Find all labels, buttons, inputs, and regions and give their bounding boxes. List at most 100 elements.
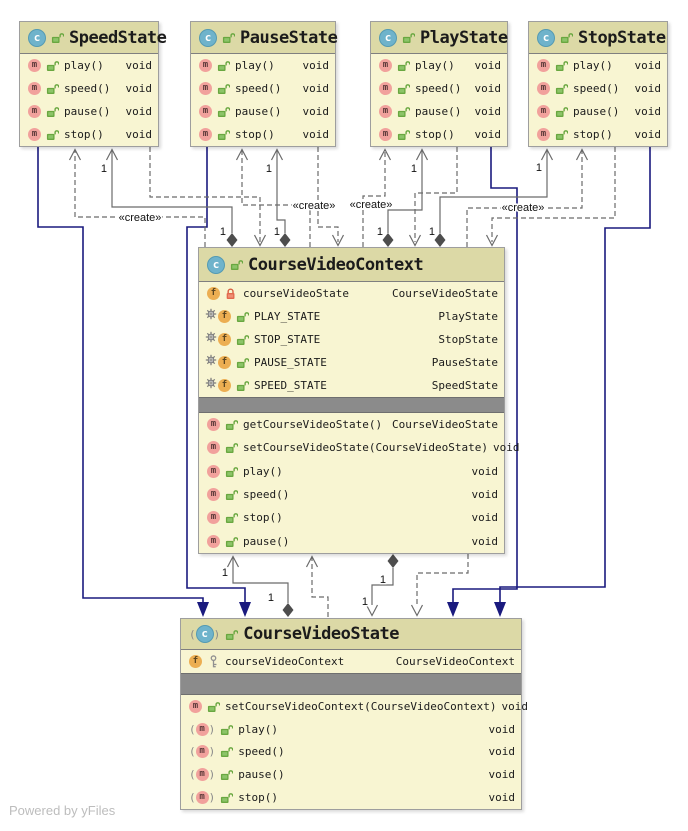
public-lock-icon — [46, 128, 59, 141]
method-icon: m — [28, 59, 41, 72]
field-row[interactable]: f courseVideoState CourseVideoState — [199, 282, 504, 305]
method-row[interactable]: m speed() void — [529, 77, 667, 100]
method-row[interactable]: m speed() void — [191, 77, 335, 100]
class-stopstate[interactable]: c StopState m play() void m speed() void m pa… — [528, 21, 668, 147]
field-row[interactable]: f courseVideoContext CourseVideoContext — [181, 650, 521, 673]
method-icon: m — [207, 441, 220, 455]
member-name: speed() — [238, 745, 285, 759]
edge-dependency-context-state[interactable] — [410, 554, 469, 617]
edge-create-speedstate[interactable] — [68, 148, 206, 248]
edge-dependency-pausestate-context[interactable] — [317, 147, 345, 247]
edge-create-stopstate[interactable] — [466, 148, 589, 248]
field-row[interactable]: f SPEED_STATE SpeedState — [199, 374, 504, 397]
member-name: play() — [415, 59, 455, 72]
method-row[interactable]: m stop() void — [371, 123, 507, 146]
edge-create-playstate[interactable] — [362, 148, 392, 248]
public-lock-icon — [225, 628, 238, 641]
edge-aggregation-context-state[interactable] — [365, 554, 399, 617]
method-row[interactable]: m pause() void — [191, 100, 335, 123]
method-row[interactable]: m speed() void — [371, 77, 507, 100]
member-type: StopState — [438, 333, 498, 346]
member-type: void — [493, 441, 520, 455]
edge-generalization-stopstate[interactable] — [494, 147, 651, 617]
method-row[interactable]: m speed() void — [199, 483, 504, 506]
edge-create-pausestate[interactable] — [235, 148, 311, 248]
class-coursevideocontext-header[interactable]: c CourseVideoContext — [199, 248, 504, 282]
abstract-method-icon: (m) — [189, 768, 216, 782]
edge-dependency-state-context[interactable] — [305, 555, 329, 618]
class-coursevideostate-header[interactable]: (c) CourseVideoState — [181, 619, 521, 650]
method-row[interactable]: m pause() void — [371, 100, 507, 123]
member-name: pause() — [238, 768, 285, 782]
method-row[interactable]: m setCourseVideoState(CourseVideoState) vo… — [199, 436, 520, 459]
class-pausestate[interactable]: c PauseState m play() void m speed() void m p… — [190, 21, 338, 147]
method-row[interactable]: m setCourseVideoContext(CourseVideoContex… — [181, 695, 528, 718]
edge-generalization-pausestate[interactable] — [186, 147, 251, 617]
class-coursevideostate[interactable]: (c) CourseVideoState f courseVideoContext… — [180, 618, 528, 810]
multiplicity-label: 1 — [377, 226, 383, 238]
method-icon: m — [537, 105, 550, 118]
edge-dependency-playstate-context[interactable] — [408, 147, 458, 247]
method-row[interactable]: m getCourseVideoState() CourseVideoState — [199, 413, 504, 436]
edge-generalization-playstate[interactable] — [447, 147, 518, 617]
edge-aggregation-speedstate[interactable] — [105, 148, 238, 248]
edge-generalization-speedstate[interactable] — [37, 147, 209, 617]
method-row[interactable]: (m) pause() void — [181, 763, 521, 786]
method-icon: m — [537, 128, 550, 141]
method-icon: m — [537, 59, 550, 72]
method-row[interactable]: m pause() void — [20, 100, 158, 123]
edge-aggregation-stopstate[interactable] — [434, 148, 554, 248]
class-coursevideocontext[interactable]: c CourseVideoContext f courseVideoState Co… — [198, 247, 520, 554]
class-playstate[interactable]: c PlayState m play() void m speed() void m pa… — [370, 21, 508, 147]
field-row[interactable]: f PLAY_STATE PlayState — [199, 305, 504, 328]
member-type: void — [471, 488, 499, 502]
public-lock-icon — [560, 31, 573, 44]
method-row[interactable]: m pause() void — [199, 530, 504, 553]
edge-aggregation-playstate[interactable] — [382, 148, 429, 248]
class-speedstate-header[interactable]: c SpeedState — [20, 22, 167, 54]
method-row[interactable]: m pause() void — [529, 100, 667, 123]
class-stopstate-header[interactable]: c StopState — [529, 22, 667, 54]
method-row[interactable]: m play() void — [20, 54, 158, 77]
method-row[interactable]: (m) play() void — [181, 718, 521, 741]
method-row[interactable]: m play() void — [199, 460, 504, 483]
public-lock-icon — [236, 356, 249, 369]
method-row[interactable]: m play() void — [529, 54, 667, 77]
edge-dependency-stopstate-context[interactable] — [485, 147, 616, 247]
edge-aggregation-state-context[interactable] — [226, 555, 294, 618]
public-lock-icon — [236, 310, 249, 323]
method-row[interactable]: m play() void — [371, 54, 507, 77]
class-speedstate[interactable]: c SpeedState m play() void m speed() void m p… — [19, 21, 167, 147]
method-row[interactable]: m stop() void — [529, 123, 667, 146]
edge-aggregation-pausestate[interactable] — [270, 148, 291, 248]
method-icon: m — [207, 511, 220, 525]
edge-dependency-speedstate-context[interactable] — [149, 147, 267, 247]
method-row[interactable]: m stop() void — [199, 506, 504, 529]
method-row[interactable]: m speed() void — [20, 77, 158, 100]
section-separator — [199, 397, 504, 413]
method-icon: m — [28, 82, 41, 95]
class-pausestate-header[interactable]: c PauseState — [191, 22, 338, 54]
field-row[interactable]: f STOP_STATE StopState — [199, 328, 504, 351]
member-type: void — [474, 82, 502, 95]
method-row[interactable]: m stop() void — [20, 123, 158, 146]
multiplicity-label: 1 — [362, 596, 368, 608]
public-lock-icon — [225, 418, 238, 431]
public-lock-icon — [555, 128, 568, 141]
method-icon: m — [28, 128, 41, 141]
multiplicity-label: 1 — [429, 226, 435, 238]
field-row[interactable]: f PAUSE_STATE PauseState — [199, 351, 504, 374]
method-icon: m — [189, 699, 202, 713]
member-type: void — [634, 105, 662, 118]
method-row[interactable]: m stop() void — [191, 123, 335, 146]
method-row[interactable]: m play() void — [191, 54, 335, 77]
multiplicity-label: 1 — [220, 226, 226, 238]
member-name: speed() — [243, 488, 290, 502]
class-playstate-header[interactable]: c PlayState — [371, 22, 508, 54]
method-row[interactable]: (m) stop() void — [181, 786, 521, 809]
public-lock-icon — [220, 745, 233, 758]
method-row[interactable]: (m) speed() void — [181, 741, 521, 764]
class-title: CourseVideoState — [243, 624, 400, 644]
public-lock-icon — [217, 105, 230, 118]
